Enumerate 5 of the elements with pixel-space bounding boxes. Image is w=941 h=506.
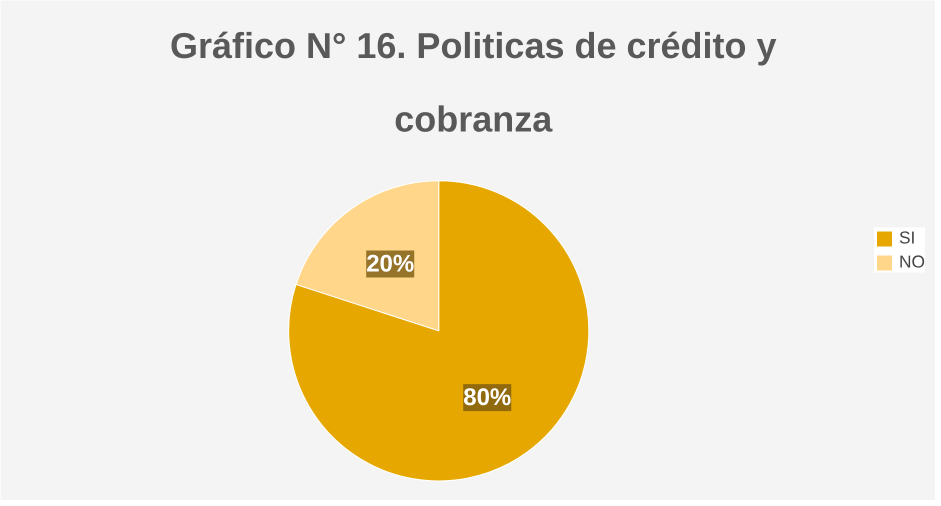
data-label: 80% [463,384,512,412]
legend-label: NO [899,252,925,272]
data-label: 20% [366,250,414,278]
chart-title: Gráfico N° 16. Politicas de crédito y cobranza [170,25,777,140]
legend-label: SI [899,228,916,248]
